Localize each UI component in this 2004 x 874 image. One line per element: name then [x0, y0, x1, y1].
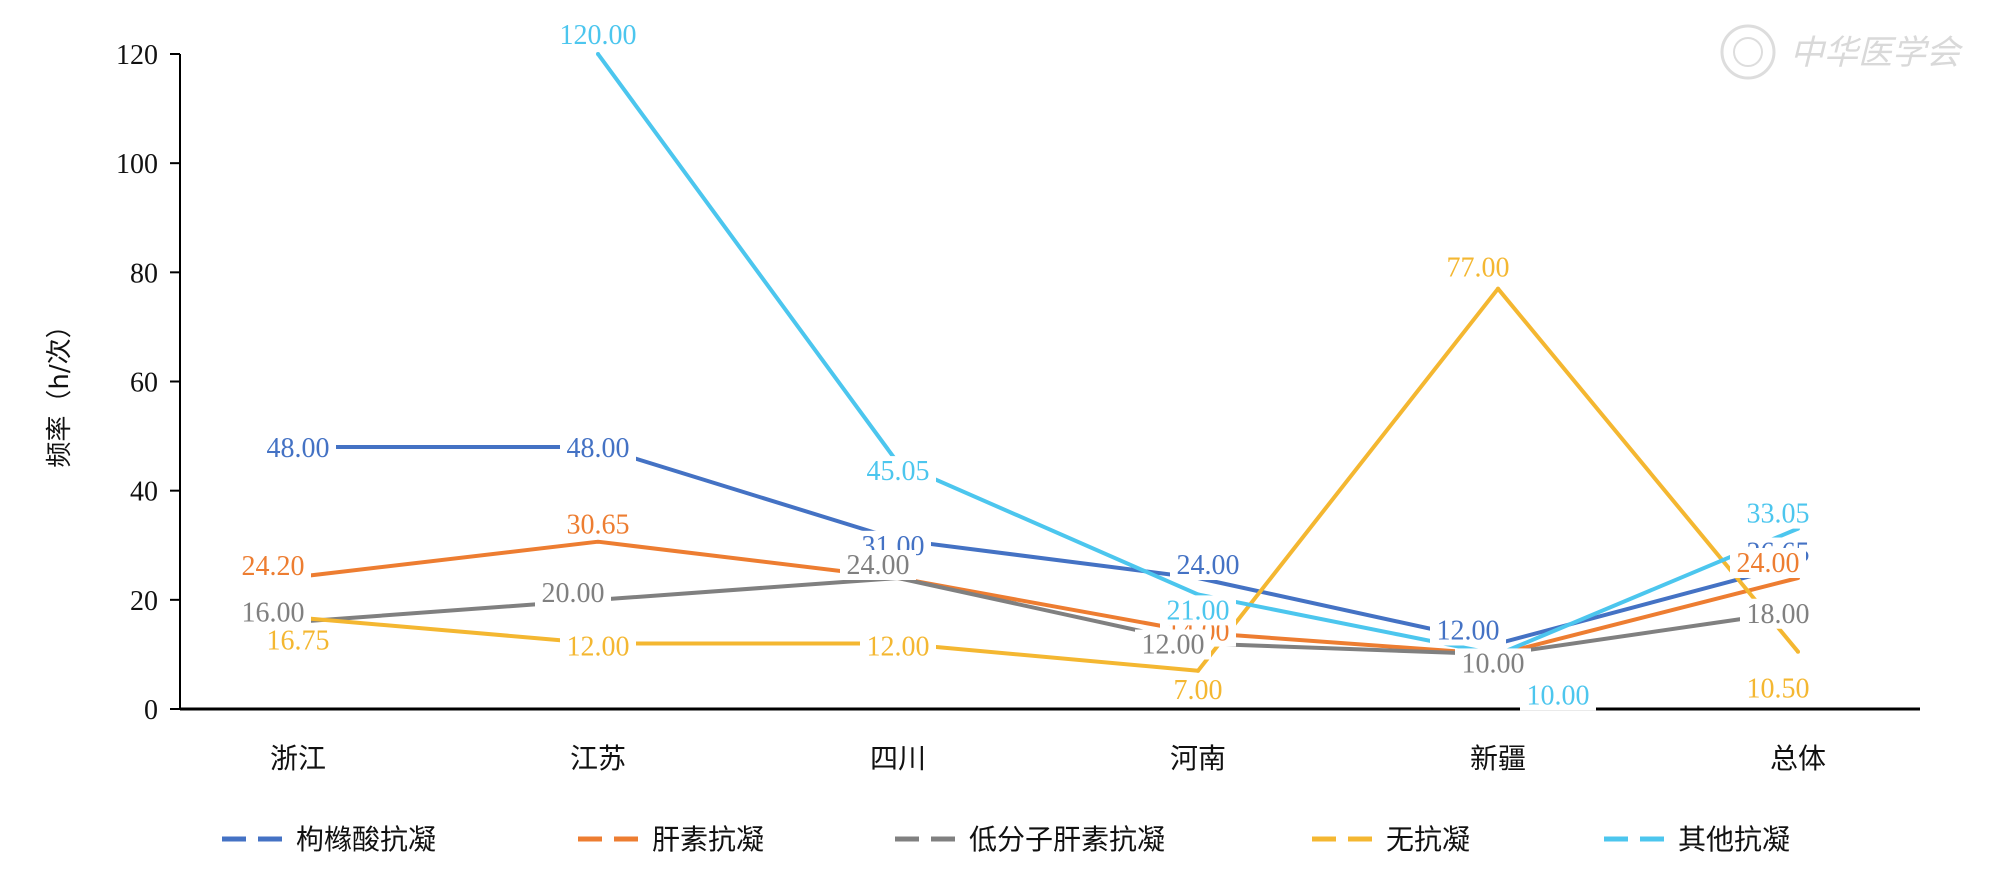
watermark-seal-inner-icon [1733, 37, 1763, 67]
data-label: 12.00 [1142, 630, 1205, 661]
data-label-bg [860, 456, 936, 487]
x-category-label: 总体 [1770, 742, 1826, 775]
y-tick-label: 120 [116, 40, 158, 71]
legend-label: 低分子肝素抗凝 [969, 823, 1165, 856]
data-label: 77.00 [1447, 253, 1510, 284]
legend: 枸橼酸抗凝 肝素抗凝 低分子肝素抗凝 无抗凝 其他抗凝 [222, 823, 1790, 856]
x-category-label: 浙江 [270, 742, 326, 775]
y-axis-title: 频率（h/次） [45, 312, 75, 467]
data-label: 21.00 [1167, 595, 1230, 626]
data-label-bg [1160, 595, 1236, 626]
y-tick-label: 100 [116, 149, 158, 180]
data-label: 48.00 [267, 433, 330, 464]
data-label-bg [260, 625, 336, 656]
series-point [1496, 286, 1500, 291]
data-label: 7.00 [1174, 675, 1223, 706]
data-label-bg [235, 597, 311, 628]
series-point [1196, 668, 1200, 673]
data-label: 10.00 [1462, 648, 1525, 679]
legend-label: 其他抗凝 [1678, 823, 1790, 856]
data-label: 12.00 [567, 632, 630, 663]
data-label-bg [860, 631, 936, 662]
data-label-bg [560, 509, 636, 540]
series-point [596, 539, 600, 544]
data-label: 24.20 [242, 551, 305, 582]
data-label-bg [1455, 648, 1531, 679]
data-label-bg [560, 631, 636, 662]
series-line-4 [297, 286, 1800, 673]
data-label-bg [535, 577, 611, 608]
data-label: 120.00 [560, 20, 637, 51]
data-label: 20.00 [542, 578, 605, 609]
y-tick-label: 40 [130, 477, 158, 508]
data-label-bg [1740, 498, 1816, 529]
data-label: 48.00 [567, 433, 630, 464]
data-label-bg [1430, 615, 1506, 646]
series-line-1 [298, 445, 1799, 646]
legend-label: 肝素抗凝 [652, 823, 764, 856]
legend-label: 无抗凝 [1386, 823, 1470, 856]
x-category-label: 河南 [1170, 742, 1226, 775]
data-label: 24.00 [1177, 550, 1240, 581]
data-label-bg [1170, 550, 1246, 580]
series-lines [296, 52, 1800, 673]
data-label-bg [560, 433, 636, 463]
y-tick-label: 20 [130, 586, 158, 617]
data-label-bg [553, 20, 643, 50]
watermark-seal-icon [1720, 24, 1776, 80]
data-label: 10.00 [1527, 680, 1590, 711]
x-category-label: 四川 [870, 742, 926, 775]
series-line-2 [297, 539, 1799, 657]
series-line-3 [297, 576, 1799, 657]
data-label-bg [1740, 673, 1816, 704]
x-axis-categories: 浙江 江苏 四川 河南 新疆 总体 [270, 742, 1826, 775]
data-label-bg [1440, 252, 1516, 283]
y-axis-ticks: 0 20 40 60 80 100 120 [116, 40, 180, 726]
data-label-bg [840, 550, 916, 580]
series-point [596, 52, 600, 56]
data-label-bg [235, 550, 311, 581]
data-labels: 48.0048.0031.0024.0012.0026.6524.2030.65… [235, 20, 1816, 711]
y-tick-label: 0 [144, 695, 158, 726]
y-tick-label: 60 [130, 368, 158, 399]
data-label: 10.50 [1747, 674, 1810, 705]
data-label-bg [1730, 548, 1806, 578]
data-label: 24.00 [1737, 548, 1800, 579]
data-label-bg [260, 433, 336, 463]
data-label: 12.00 [867, 632, 930, 663]
data-label: 30.65 [567, 510, 630, 541]
watermark: 中华医学会 [1720, 24, 1964, 80]
data-label: 18.00 [1747, 599, 1810, 630]
x-category-label: 新疆 [1470, 742, 1526, 775]
data-label: 45.05 [867, 456, 930, 487]
data-label-bg [1520, 680, 1596, 711]
x-category-label: 江苏 [570, 742, 626, 775]
watermark-text: 中华医学会 [1790, 33, 1964, 73]
data-label: 33.05 [1747, 499, 1810, 530]
data-label: 24.00 [847, 550, 910, 581]
data-label: 12.00 [1437, 616, 1500, 647]
y-tick-label: 80 [130, 258, 158, 289]
data-label: 16.75 [267, 626, 330, 657]
data-label-bg [1167, 674, 1229, 705]
legend-label: 枸橼酸抗凝 [296, 823, 436, 856]
data-label-bg [1135, 629, 1211, 660]
series-point [1796, 649, 1800, 654]
data-label-bg [1740, 598, 1816, 629]
data-label: 16.00 [242, 598, 305, 629]
